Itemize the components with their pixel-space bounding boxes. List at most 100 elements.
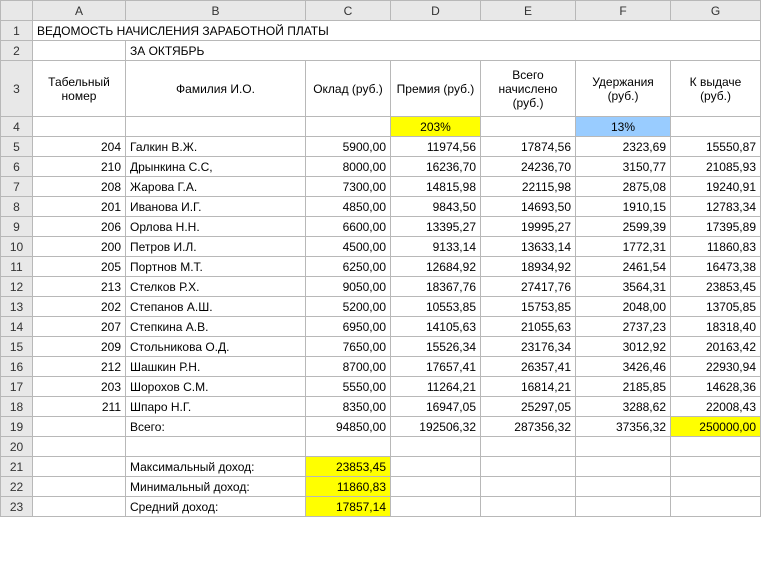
- corner-cell[interactable]: [1, 1, 33, 21]
- col-header-E[interactable]: E: [481, 1, 576, 21]
- cell-tax[interactable]: 3012,92: [576, 337, 671, 357]
- cell-salary[interactable]: 5550,00: [306, 377, 391, 397]
- avg-label[interactable]: Средний доход:: [126, 497, 306, 517]
- cell-D22[interactable]: [391, 477, 481, 497]
- cell-name[interactable]: Дрынкина С.С,: [126, 157, 306, 177]
- cell-E23[interactable]: [481, 497, 576, 517]
- cell-G22[interactable]: [671, 477, 761, 497]
- cell-salary[interactable]: 4500,00: [306, 237, 391, 257]
- cell-premium[interactable]: 16236,70: [391, 157, 481, 177]
- cell-total[interactable]: 14693,50: [481, 197, 576, 217]
- cell-C4[interactable]: [306, 117, 391, 137]
- cell-F21[interactable]: [576, 457, 671, 477]
- cell-payout[interactable]: 19240,91: [671, 177, 761, 197]
- premium-pct[interactable]: 203%: [391, 117, 481, 137]
- row-header-7[interactable]: 7: [1, 177, 33, 197]
- cell-F23[interactable]: [576, 497, 671, 517]
- cell-tax[interactable]: 3150,77: [576, 157, 671, 177]
- cell-num[interactable]: 212: [33, 357, 126, 377]
- cell-A21[interactable]: [33, 457, 126, 477]
- cell-payout[interactable]: 14628,36: [671, 377, 761, 397]
- cell-premium[interactable]: 9133,14: [391, 237, 481, 257]
- cell-tax[interactable]: 3564,31: [576, 277, 671, 297]
- cell-payout[interactable]: 12783,34: [671, 197, 761, 217]
- hdr-G[interactable]: К выдаче (руб.): [671, 61, 761, 117]
- cell-payout[interactable]: 18318,40: [671, 317, 761, 337]
- cell-premium[interactable]: 13395,27: [391, 217, 481, 237]
- cell-salary[interactable]: 8700,00: [306, 357, 391, 377]
- cell-name[interactable]: Стелков Р.Х.: [126, 277, 306, 297]
- cell-premium[interactable]: 16947,05: [391, 397, 481, 417]
- cell-payout[interactable]: 13705,85: [671, 297, 761, 317]
- total-label[interactable]: Всего:: [126, 417, 306, 437]
- tax-pct[interactable]: 13%: [576, 117, 671, 137]
- row-header-16[interactable]: 16: [1, 357, 33, 377]
- cell-payout[interactable]: 23853,45: [671, 277, 761, 297]
- hdr-B[interactable]: Фамилия И.О.: [126, 61, 306, 117]
- cell-B20[interactable]: [126, 437, 306, 457]
- cell-name[interactable]: Шашкин Р.Н.: [126, 357, 306, 377]
- cell-payout[interactable]: 21085,93: [671, 157, 761, 177]
- cell-salary[interactable]: 4850,00: [306, 197, 391, 217]
- row-header-21[interactable]: 21: [1, 457, 33, 477]
- hdr-D[interactable]: Премия (руб.): [391, 61, 481, 117]
- cell-num[interactable]: 208: [33, 177, 126, 197]
- cell-A19[interactable]: [33, 417, 126, 437]
- row-header-8[interactable]: 8: [1, 197, 33, 217]
- title-cell[interactable]: ВЕДОМОСТЬ НАЧИСЛЕНИЯ ЗАРАБОТНОЙ ПЛАТЫ: [33, 21, 761, 41]
- hdr-A[interactable]: Табельный номер: [33, 61, 126, 117]
- cell-num[interactable]: 205: [33, 257, 126, 277]
- cell-payout[interactable]: 16473,38: [671, 257, 761, 277]
- total-G[interactable]: 250000,00: [671, 417, 761, 437]
- row-header-11[interactable]: 11: [1, 257, 33, 277]
- cell-premium[interactable]: 11974,56: [391, 137, 481, 157]
- cell-salary[interactable]: 9050,00: [306, 277, 391, 297]
- row-header-20[interactable]: 20: [1, 437, 33, 457]
- cell-total[interactable]: 24236,70: [481, 157, 576, 177]
- cell-C20[interactable]: [306, 437, 391, 457]
- cell-total[interactable]: 27417,76: [481, 277, 576, 297]
- cell-E21[interactable]: [481, 457, 576, 477]
- cell-tax[interactable]: 2599,39: [576, 217, 671, 237]
- cell-tax[interactable]: 3426,46: [576, 357, 671, 377]
- cell-total[interactable]: 18934,92: [481, 257, 576, 277]
- cell-G21[interactable]: [671, 457, 761, 477]
- cell-num[interactable]: 203: [33, 377, 126, 397]
- cell-total[interactable]: 23176,34: [481, 337, 576, 357]
- cell-salary[interactable]: 6600,00: [306, 217, 391, 237]
- row-header-4[interactable]: 4: [1, 117, 33, 137]
- avg-val[interactable]: 17857,14: [306, 497, 391, 517]
- cell-name[interactable]: Степанов А.Ш.: [126, 297, 306, 317]
- cell-name[interactable]: Степкина А.В.: [126, 317, 306, 337]
- cell-E22[interactable]: [481, 477, 576, 497]
- cell-premium[interactable]: 14815,98: [391, 177, 481, 197]
- cell-premium[interactable]: 9843,50: [391, 197, 481, 217]
- max-val[interactable]: 23853,45: [306, 457, 391, 477]
- cell-A20[interactable]: [33, 437, 126, 457]
- cell-tax[interactable]: 2185,85: [576, 377, 671, 397]
- cell-name[interactable]: Иванова И.Г.: [126, 197, 306, 217]
- cell-name[interactable]: Петров И.Л.: [126, 237, 306, 257]
- cell-num[interactable]: 210: [33, 157, 126, 177]
- total-D[interactable]: 192506,32: [391, 417, 481, 437]
- cell-tax[interactable]: 2048,00: [576, 297, 671, 317]
- cell-name[interactable]: Жарова Г.А.: [126, 177, 306, 197]
- row-header-18[interactable]: 18: [1, 397, 33, 417]
- cell-name[interactable]: Стольникова О.Д.: [126, 337, 306, 357]
- cell-salary[interactable]: 8000,00: [306, 157, 391, 177]
- col-header-B[interactable]: B: [126, 1, 306, 21]
- cell-D20[interactable]: [391, 437, 481, 457]
- cell-tax[interactable]: 1772,31: [576, 237, 671, 257]
- total-C[interactable]: 94850,00: [306, 417, 391, 437]
- cell-total[interactable]: 26357,41: [481, 357, 576, 377]
- cell-total[interactable]: 13633,14: [481, 237, 576, 257]
- min-label[interactable]: Минимальный доход:: [126, 477, 306, 497]
- cell-tax[interactable]: 1910,15: [576, 197, 671, 217]
- cell-premium[interactable]: 12684,92: [391, 257, 481, 277]
- cell-A4[interactable]: [33, 117, 126, 137]
- cell-premium[interactable]: 17657,41: [391, 357, 481, 377]
- hdr-C[interactable]: Оклад (руб.): [306, 61, 391, 117]
- col-header-A[interactable]: A: [33, 1, 126, 21]
- row-header-14[interactable]: 14: [1, 317, 33, 337]
- col-header-C[interactable]: C: [306, 1, 391, 21]
